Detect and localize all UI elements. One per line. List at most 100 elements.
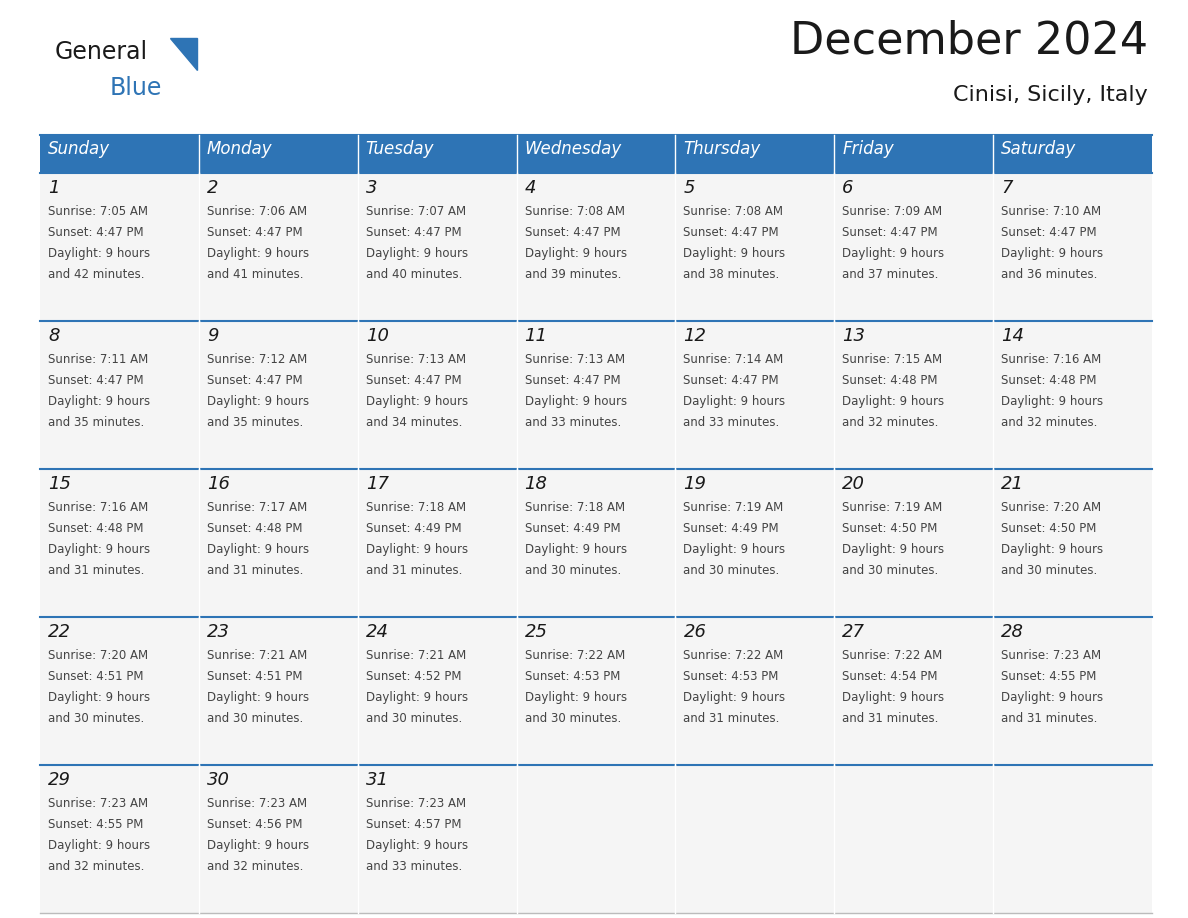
Bar [358, 765, 517, 913]
Text: Sunrise: 7:12 AM: Sunrise: 7:12 AM [207, 353, 308, 366]
Text: Monday: Monday [207, 140, 272, 158]
Text: and 36 minutes.: and 36 minutes. [1001, 268, 1098, 281]
Text: Daylight: 9 hours: Daylight: 9 hours [525, 247, 627, 260]
Text: 6: 6 [842, 179, 854, 197]
Text: and 37 minutes.: and 37 minutes. [842, 268, 939, 281]
Text: 1: 1 [48, 179, 59, 197]
Text: and 30 minutes.: and 30 minutes. [842, 564, 939, 577]
Bar [40, 765, 198, 913]
Text: 2: 2 [207, 179, 219, 197]
Text: Daylight: 9 hours: Daylight: 9 hours [207, 543, 309, 556]
Text: Daylight: 9 hours: Daylight: 9 hours [683, 543, 785, 556]
Text: Sunrise: 7:08 AM: Sunrise: 7:08 AM [683, 205, 783, 218]
Text: 19: 19 [683, 475, 707, 493]
Bar [198, 321, 358, 469]
Text: Daylight: 9 hours: Daylight: 9 hours [525, 543, 627, 556]
Bar [676, 469, 834, 617]
Text: Sunset: 4:50 PM: Sunset: 4:50 PM [842, 522, 937, 535]
Text: and 30 minutes.: and 30 minutes. [366, 712, 462, 725]
Bar [40, 173, 198, 321]
Text: and 30 minutes.: and 30 minutes. [683, 564, 779, 577]
Text: and 31 minutes.: and 31 minutes. [842, 712, 939, 725]
Text: Daylight: 9 hours: Daylight: 9 hours [525, 691, 627, 704]
Text: Sunset: 4:48 PM: Sunset: 4:48 PM [1001, 374, 1097, 387]
Text: Friday: Friday [842, 140, 895, 158]
Text: Sunrise: 7:13 AM: Sunrise: 7:13 AM [366, 353, 466, 366]
Text: and 31 minutes.: and 31 minutes. [207, 564, 303, 577]
Text: Sunset: 4:49 PM: Sunset: 4:49 PM [366, 522, 461, 535]
Bar [40, 321, 198, 469]
Text: and 31 minutes.: and 31 minutes. [366, 564, 462, 577]
Text: Sunset: 4:47 PM: Sunset: 4:47 PM [48, 374, 144, 387]
Text: General: General [55, 40, 148, 64]
Text: 30: 30 [207, 771, 229, 789]
Text: 14: 14 [1001, 327, 1024, 345]
Text: Daylight: 9 hours: Daylight: 9 hours [366, 543, 468, 556]
Bar [358, 321, 517, 469]
Text: Sunrise: 7:05 AM: Sunrise: 7:05 AM [48, 205, 148, 218]
Text: Sunrise: 7:22 AM: Sunrise: 7:22 AM [683, 649, 784, 662]
Text: Sunset: 4:47 PM: Sunset: 4:47 PM [366, 374, 461, 387]
Text: 27: 27 [842, 623, 865, 641]
Text: Sunset: 4:55 PM: Sunset: 4:55 PM [48, 818, 144, 831]
Bar [517, 617, 676, 765]
Text: 16: 16 [207, 475, 229, 493]
Bar [834, 469, 993, 617]
Bar [40, 617, 198, 765]
Bar [198, 617, 358, 765]
Text: and 40 minutes.: and 40 minutes. [366, 268, 462, 281]
Bar [198, 765, 358, 913]
Text: Daylight: 9 hours: Daylight: 9 hours [683, 691, 785, 704]
Bar [834, 173, 993, 321]
Text: Sunset: 4:47 PM: Sunset: 4:47 PM [683, 226, 779, 239]
Text: and 33 minutes.: and 33 minutes. [366, 860, 462, 873]
Text: Sunrise: 7:17 AM: Sunrise: 7:17 AM [207, 501, 308, 514]
Text: Sunset: 4:47 PM: Sunset: 4:47 PM [525, 374, 620, 387]
Text: Sunrise: 7:22 AM: Sunrise: 7:22 AM [842, 649, 942, 662]
Text: Sunset: 4:49 PM: Sunset: 4:49 PM [525, 522, 620, 535]
Text: Sunset: 4:55 PM: Sunset: 4:55 PM [1001, 670, 1097, 683]
Text: Sunday: Sunday [48, 140, 110, 158]
Bar [676, 617, 834, 765]
Text: 23: 23 [207, 623, 229, 641]
Bar [517, 321, 676, 469]
Text: Sunset: 4:54 PM: Sunset: 4:54 PM [842, 670, 937, 683]
Bar [993, 617, 1152, 765]
Text: and 30 minutes.: and 30 minutes. [1001, 564, 1098, 577]
Text: 28: 28 [1001, 623, 1024, 641]
Text: Sunrise: 7:21 AM: Sunrise: 7:21 AM [366, 649, 466, 662]
Text: December 2024: December 2024 [790, 20, 1148, 63]
Bar [993, 469, 1152, 617]
Text: and 30 minutes.: and 30 minutes. [525, 712, 621, 725]
Text: and 35 minutes.: and 35 minutes. [207, 416, 303, 429]
Text: 20: 20 [842, 475, 865, 493]
Text: Sunset: 4:48 PM: Sunset: 4:48 PM [48, 522, 144, 535]
Text: 7: 7 [1001, 179, 1012, 197]
Text: Sunset: 4:47 PM: Sunset: 4:47 PM [1001, 226, 1097, 239]
Text: Sunrise: 7:09 AM: Sunrise: 7:09 AM [842, 205, 942, 218]
Text: and 30 minutes.: and 30 minutes. [48, 712, 144, 725]
Text: Sunrise: 7:11 AM: Sunrise: 7:11 AM [48, 353, 148, 366]
Text: Sunrise: 7:10 AM: Sunrise: 7:10 AM [1001, 205, 1101, 218]
Text: Sunset: 4:56 PM: Sunset: 4:56 PM [207, 818, 303, 831]
Bar [834, 617, 993, 765]
Text: Sunrise: 7:15 AM: Sunrise: 7:15 AM [842, 353, 942, 366]
Text: Sunset: 4:47 PM: Sunset: 4:47 PM [366, 226, 461, 239]
Text: Saturday: Saturday [1001, 140, 1076, 158]
Text: and 39 minutes.: and 39 minutes. [525, 268, 621, 281]
Text: Sunrise: 7:20 AM: Sunrise: 7:20 AM [1001, 501, 1101, 514]
Text: Daylight: 9 hours: Daylight: 9 hours [1001, 691, 1104, 704]
Text: and 32 minutes.: and 32 minutes. [842, 416, 939, 429]
Text: Daylight: 9 hours: Daylight: 9 hours [683, 247, 785, 260]
Text: Sunrise: 7:16 AM: Sunrise: 7:16 AM [48, 501, 148, 514]
Bar [40, 469, 198, 617]
Text: and 30 minutes.: and 30 minutes. [207, 712, 303, 725]
Text: Daylight: 9 hours: Daylight: 9 hours [207, 247, 309, 260]
Text: 17: 17 [366, 475, 388, 493]
Text: Daylight: 9 hours: Daylight: 9 hours [207, 395, 309, 408]
Text: Daylight: 9 hours: Daylight: 9 hours [1001, 543, 1104, 556]
Text: and 30 minutes.: and 30 minutes. [525, 564, 621, 577]
Text: 5: 5 [683, 179, 695, 197]
Bar [993, 173, 1152, 321]
Text: and 42 minutes.: and 42 minutes. [48, 268, 145, 281]
